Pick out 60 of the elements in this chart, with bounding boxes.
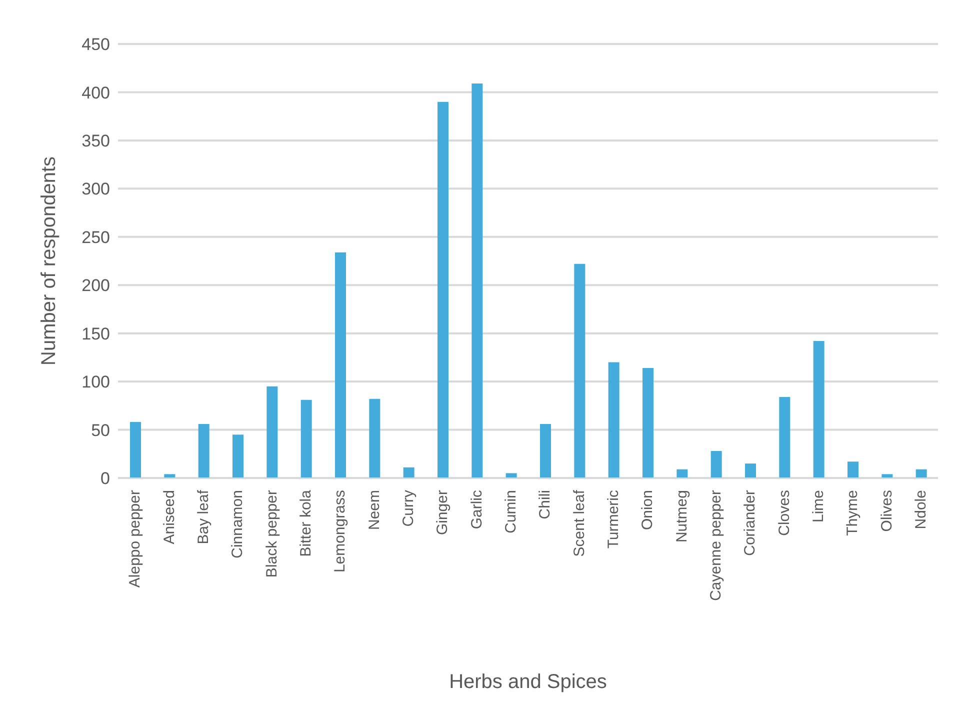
bar — [232, 434, 244, 478]
x-axis-title: Herbs and Spices — [449, 671, 607, 693]
bar — [266, 386, 278, 478]
bar — [472, 84, 483, 478]
bar — [745, 464, 756, 478]
y-axis-title: Number of respondents — [38, 156, 60, 366]
bar — [369, 398, 380, 478]
bar — [198, 424, 210, 478]
x-tick-label: Ginger — [434, 490, 452, 536]
y-tick-label: 0 — [100, 469, 110, 488]
x-tick-label: Cinnamon — [229, 490, 246, 558]
bar — [300, 400, 312, 478]
x-tick-label: Neem — [366, 490, 383, 530]
bar — [882, 474, 893, 478]
x-tick-label: Black pepper — [263, 490, 280, 578]
x-tick-label: Nutmeg — [673, 490, 690, 543]
x-tick-label: Cumin — [502, 490, 520, 534]
x-tick-label: Cayenne pepper — [707, 490, 724, 601]
y-tick-label: 300 — [82, 180, 110, 199]
x-tick-label: Chili — [536, 490, 554, 520]
bar — [813, 341, 824, 478]
bar — [848, 462, 858, 478]
bar — [540, 424, 551, 478]
x-tick-label: Ndole — [912, 490, 930, 530]
x-tick-label: Bitter kola — [297, 489, 314, 557]
x-tick-label: Bay leaf — [194, 489, 212, 544]
bar — [574, 264, 586, 478]
y-tick-label: 250 — [82, 228, 110, 247]
x-tick-label: Cloves — [776, 490, 793, 536]
x-tick-label: Lemongrass — [332, 490, 349, 573]
x-tick-label: Olives — [878, 490, 896, 532]
x-tick-label: Onion — [639, 490, 656, 530]
bar — [642, 368, 654, 478]
bar — [130, 422, 141, 478]
bar — [164, 474, 176, 478]
bar — [608, 362, 620, 478]
x-tick-label: Coriander — [742, 490, 759, 556]
x-tick-label: Turmeric — [604, 490, 622, 549]
bar — [506, 473, 517, 478]
bar — [916, 469, 927, 478]
x-tick-label: Scent leaf — [570, 489, 588, 557]
x-tick-label: Aleppo pepper — [126, 490, 144, 588]
y-tick-label: 150 — [82, 324, 110, 344]
x-tick-label: Thyme — [844, 490, 862, 536]
bar — [335, 252, 346, 478]
y-tick-label: 450 — [82, 35, 110, 54]
y-tick-label: 400 — [82, 83, 110, 102]
bar — [779, 396, 790, 478]
bar — [676, 469, 688, 478]
y-tick-label: 100 — [82, 372, 110, 392]
bar — [438, 102, 448, 478]
y-tick-label: 200 — [82, 276, 110, 296]
y-tick-label: 350 — [82, 131, 110, 150]
y-tick-label: 50 — [91, 420, 110, 440]
x-tick-label: Curry — [400, 490, 417, 527]
bar — [710, 450, 722, 478]
bar — [403, 467, 414, 478]
x-tick-label: Aniseed — [160, 490, 178, 544]
x-tick-label: Garlic — [468, 490, 486, 530]
x-tick-label: Lime — [810, 490, 827, 523]
